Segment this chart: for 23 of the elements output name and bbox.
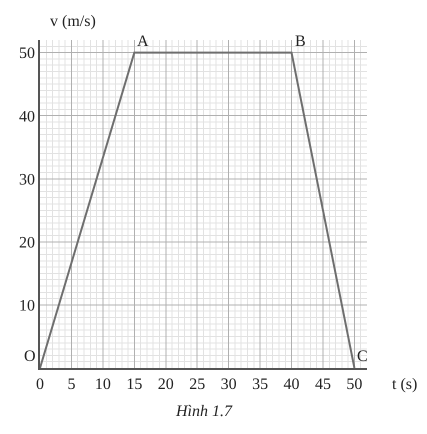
x-tick-label: 20 — [158, 376, 174, 393]
y-tick-label: 50 — [19, 45, 36, 62]
x-tick-label: 50 — [346, 376, 362, 393]
y-axis-title: v (m/s) — [50, 13, 96, 30]
x-tick-label: 45 — [314, 376, 331, 393]
x-tick-label: 30 — [220, 376, 237, 393]
annotation: B — [295, 33, 306, 50]
x-tick-label: 40 — [284, 376, 300, 393]
y-tick-label: 30 — [19, 171, 36, 188]
x-axis-title: t (s) — [392, 376, 418, 393]
x-tick-label: 15 — [126, 376, 142, 393]
y-tick-label: 40 — [19, 108, 36, 126]
y-tick-label: 20 — [19, 234, 36, 252]
text: Hình 1.7 — [175, 403, 233, 420]
x-tick-label: 0 — [36, 376, 44, 393]
annotation: C — [357, 348, 368, 365]
x-tick-label: 35 — [252, 376, 268, 393]
y-tick-label: 10 — [19, 298, 36, 315]
annotation: A — [137, 33, 149, 50]
x-tick-label: 25 — [189, 376, 206, 393]
x-tick-label: 10 — [94, 376, 111, 393]
x-tick-label: 5 — [67, 376, 76, 393]
annotation: O — [24, 348, 36, 365]
